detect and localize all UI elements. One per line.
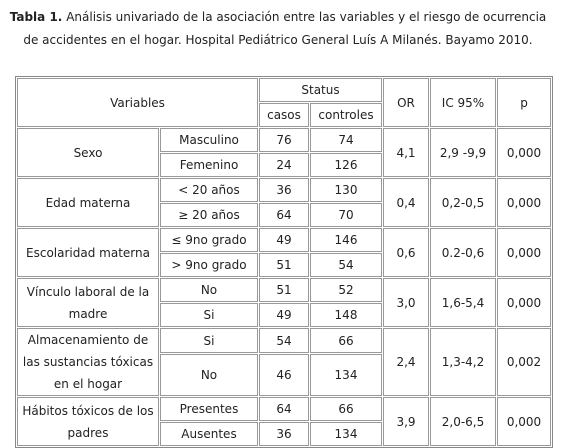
header-cell: casos <box>259 103 309 127</box>
casos-cell: 49 <box>259 303 309 327</box>
ic-cell: 1,6-5,4 <box>430 278 496 327</box>
row: Sexo Masculino 76 74 4,1 2,9 -9,9 0,000 <box>17 128 551 177</box>
level-cell: Si <box>160 328 258 354</box>
level-cell: Ausentes <box>160 422 258 446</box>
table-body: Variables Status OR IC 95% p casos contr… <box>17 78 551 446</box>
variable-cell: Edad materna <box>17 178 159 227</box>
controles-cell: 54 <box>310 253 382 277</box>
row: Escolaridad materna ≤ 9no grado 49 146 0,6 0.… <box>17 228 551 277</box>
or-cell: 3,0 <box>383 278 429 327</box>
level-cell: Si <box>160 303 258 327</box>
controles-cell: 52 <box>310 278 382 302</box>
casos-cell: 36 <box>259 178 309 202</box>
casos-cell: 64 <box>259 203 309 227</box>
casos-cell: 24 <box>259 153 309 177</box>
casos-cell: 76 <box>259 128 309 152</box>
ic-cell: 2,0-6,5 <box>430 397 496 446</box>
ic-cell: 0.2-0,6 <box>430 228 496 277</box>
row: > 9no grado 51 54 <box>17 253 551 277</box>
row: Almacenamiento de las sustancias tóxicas… <box>17 328 551 396</box>
header-cell: Variables <box>17 78 258 127</box>
header-cell: Status <box>259 78 382 102</box>
level-cell: Masculino <box>160 128 258 152</box>
controles-cell: 74 <box>310 128 382 152</box>
row: Vínculo laboral de la madre No 51 52 3,0 1,6-… <box>17 278 551 327</box>
controles-cell: 130 <box>310 178 382 202</box>
p-cell: 0,002 <box>497 328 551 396</box>
controles-cell: 126 <box>310 153 382 177</box>
controles-cell: 66 <box>310 328 382 354</box>
casos-cell: 54 <box>259 328 309 354</box>
controles-cell: 148 <box>310 303 382 327</box>
controles-cell: 134 <box>310 354 382 396</box>
or-cell: 3,9 <box>383 397 429 446</box>
header-cell: controles <box>310 103 382 127</box>
caption: Tabla 1. Análisis univariado de la asoci… <box>4 6 552 52</box>
ic-cell: 2,9 -9,9 <box>430 128 496 177</box>
variable-cell: Vínculo laboral de la madre <box>17 278 159 327</box>
casos-cell: 51 <box>259 253 309 277</box>
level-cell: Presentes <box>160 397 258 421</box>
casos-cell: 49 <box>259 228 309 252</box>
controles-cell: 66 <box>310 397 382 421</box>
row: Femenino 24 126 <box>17 153 551 177</box>
row: Edad materna < 20 años 36 130 0,4 0,2-0,5 0,00… <box>17 178 551 227</box>
ic-cell: 1,3-4,2 <box>430 328 496 396</box>
controles-cell: 146 <box>310 228 382 252</box>
or-cell: 2,4 <box>383 328 429 396</box>
row: ≥ 20 años 64 70 <box>17 203 551 227</box>
p-cell: 0,000 <box>497 278 551 327</box>
casos-cell: 51 <box>259 278 309 302</box>
level-cell: < 20 años <box>160 178 258 202</box>
or-cell: 0,6 <box>383 228 429 277</box>
p-cell: 0,000 <box>497 128 551 177</box>
controles-cell: 70 <box>310 203 382 227</box>
variable-cell: Escolaridad materna <box>17 228 159 277</box>
or-cell: 0,4 <box>383 178 429 227</box>
or-cell: 4,1 <box>383 128 429 177</box>
row: Si 49 148 <box>17 303 551 327</box>
row: Hábitos tóxicos de los padres Presentes 64… <box>17 397 551 446</box>
casos-cell: 46 <box>259 354 309 396</box>
caption-label: Tabla 1. <box>9 10 63 24</box>
variable-cell: Hábitos tóxicos de los padres <box>17 397 159 446</box>
level-cell: ≥ 20 años <box>160 203 258 227</box>
table: Variables Status OR IC 95% p casos contr… <box>15 76 553 448</box>
variable-cell: Almacenamiento de las sustancias tóxicas… <box>17 328 159 396</box>
level-cell: No <box>160 354 258 396</box>
page: Tabla 1. Análisis univariado de la asoci… <box>4 6 553 448</box>
p-cell: 0,000 <box>497 178 551 227</box>
p-cell: 0,000 <box>497 228 551 277</box>
ic-cell: 0,2-0,5 <box>430 178 496 227</box>
header-cell: IC 95% <box>430 78 496 127</box>
level-cell: > 9no grado <box>160 253 258 277</box>
level-cell: No <box>160 278 258 302</box>
level-cell: Femenino <box>160 153 258 177</box>
header-cell: p <box>497 78 551 127</box>
variable-cell: Sexo <box>17 128 159 177</box>
controles-cell: 134 <box>310 422 382 446</box>
casos-cell: 36 <box>259 422 309 446</box>
level-cell: ≤ 9no grado <box>160 228 258 252</box>
p-cell: 0,000 <box>497 397 551 446</box>
header-cell: OR <box>383 78 429 127</box>
caption-text: Análisis univariado de la asociación ent… <box>23 10 547 47</box>
casos-cell: 64 <box>259 397 309 421</box>
row: No 46 134 <box>17 354 551 396</box>
